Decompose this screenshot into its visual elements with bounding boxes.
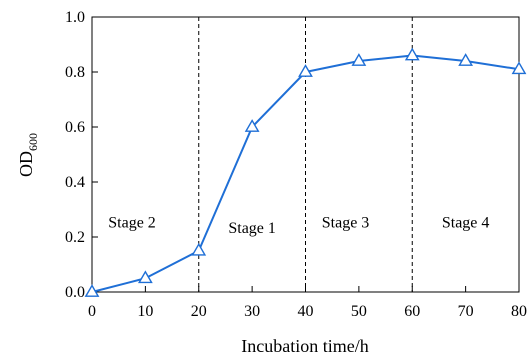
x-tick-label: 60 bbox=[404, 303, 420, 320]
x-tick-label: 20 bbox=[191, 303, 207, 320]
data-point-40 bbox=[298, 64, 313, 77]
stage-annotations: Stage 2 Stage 1 Stage 3 Stage 4 bbox=[108, 214, 489, 237]
y-tick-label: 0.4 bbox=[65, 174, 85, 191]
y-tick-label: 0.8 bbox=[65, 64, 85, 81]
x-tick-label: 50 bbox=[351, 303, 367, 320]
data-point-70 bbox=[458, 53, 474, 66]
data-point-0 bbox=[84, 284, 100, 297]
data-point-20 bbox=[191, 242, 207, 256]
data-point-50 bbox=[351, 53, 367, 66]
stage-label-3: Stage 3 bbox=[322, 214, 370, 231]
stage-label-2: Stage 1 bbox=[228, 220, 276, 237]
x-tick-label: 80 bbox=[511, 303, 527, 320]
y-tick-label: 0.0 bbox=[65, 284, 85, 301]
data-point-10 bbox=[137, 270, 153, 284]
stage-label-1: Stage 2 bbox=[108, 214, 156, 231]
y-axis-title-subscript: 600 bbox=[26, 133, 40, 151]
x-tick-label: 0 bbox=[88, 303, 96, 320]
x-axis-title: Incubation time/h bbox=[241, 336, 368, 356]
y-axis-title: OD600 bbox=[16, 133, 40, 177]
x-tick-label: 30 bbox=[244, 303, 260, 320]
y-tick-label: 0.6 bbox=[65, 119, 85, 136]
x-tick-label: 70 bbox=[458, 303, 474, 320]
y-axis-ticks: 0.0 0.2 0.4 0.6 0.8 1.0 bbox=[65, 9, 98, 301]
series-od600 bbox=[84, 47, 527, 297]
data-point-30 bbox=[244, 119, 260, 132]
y-tick-label: 0.2 bbox=[65, 229, 85, 246]
stage-label-4: Stage 4 bbox=[442, 214, 490, 231]
x-axis-ticks: 0 10 20 30 40 50 60 70 80 bbox=[88, 286, 527, 320]
x-tick-label: 10 bbox=[137, 303, 153, 320]
x-tick-label: 40 bbox=[298, 303, 314, 320]
y-tick-label: 1.0 bbox=[65, 9, 85, 26]
data-point-60 bbox=[404, 47, 420, 61]
stage-dividers bbox=[198, 17, 413, 292]
y-axis-title-main: OD bbox=[16, 151, 36, 177]
data-point-80 bbox=[511, 61, 527, 75]
